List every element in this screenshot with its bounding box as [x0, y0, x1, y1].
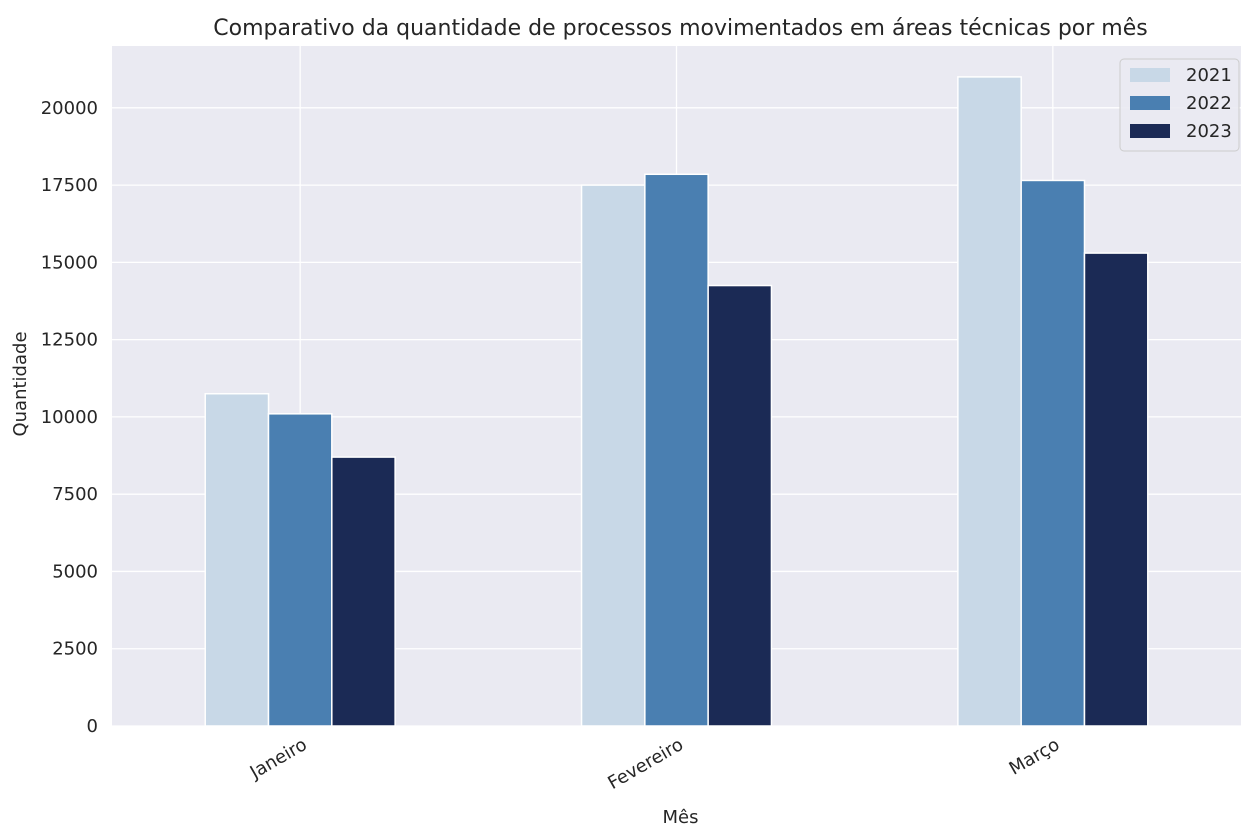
- legend-swatch-2023: [1130, 124, 1170, 138]
- y-tick-label: 12500: [41, 330, 98, 351]
- bar-2023-janeiro: [331, 456, 396, 727]
- y-tick-label: 15000: [41, 252, 98, 273]
- bars: [204, 76, 1149, 727]
- bar-2022-janeiro: [267, 413, 333, 727]
- bar-2022-março: [1020, 179, 1086, 727]
- bar-2021-fevereiro: [580, 184, 646, 727]
- legend-label: 2021: [1186, 65, 1232, 86]
- legend-label: 2022: [1186, 93, 1232, 114]
- legend-swatch-2022: [1130, 96, 1170, 110]
- y-tick-label: 10000: [41, 407, 98, 428]
- bar-2023-março: [1083, 252, 1149, 727]
- y-tick-label: 20000: [41, 98, 98, 119]
- chart-title: Comparativo da quantidade de processos m…: [213, 16, 1147, 41]
- bar-2022-fevereiro: [644, 173, 709, 727]
- bar-2021-janeiro: [204, 392, 270, 727]
- y-tick-label: 2500: [52, 639, 98, 660]
- legend: 2021 2022 2023: [1119, 58, 1240, 152]
- y-tick-labels: 0 2500 5000 7500 10000 12500 15000 17500 20000: [41, 98, 98, 737]
- x-tick-label: Fevereiro: [604, 734, 687, 794]
- bar-2023-fevereiro: [707, 284, 773, 727]
- y-axis-title: Quantidade: [10, 331, 31, 436]
- x-tick-labels: Janeiro Fevereiro Março: [246, 734, 1064, 794]
- x-tick-label: Março: [1006, 734, 1064, 779]
- x-tick-label: Janeiro: [246, 734, 311, 784]
- legend-swatch-2021: [1130, 68, 1170, 82]
- y-tick-label: 0: [87, 716, 98, 737]
- y-tick-label: 5000: [52, 561, 98, 582]
- x-axis-title: Mês: [663, 807, 699, 825]
- y-tick-label: 7500: [52, 484, 98, 505]
- legend-label: 2023: [1186, 121, 1232, 142]
- bar-2021-março: [957, 76, 1022, 727]
- y-tick-label: 17500: [41, 175, 98, 196]
